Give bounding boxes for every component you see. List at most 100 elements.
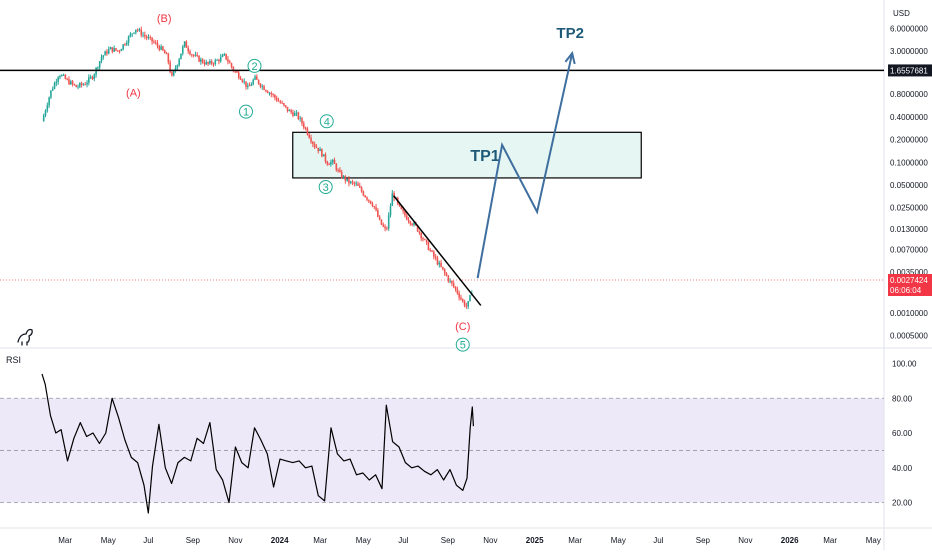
candle-body bbox=[295, 112, 298, 114]
candle-body bbox=[378, 216, 381, 220]
candle-body bbox=[315, 146, 318, 148]
candle-body bbox=[93, 74, 96, 79]
candle-body bbox=[66, 78, 68, 80]
candle-body bbox=[237, 72, 240, 78]
candle-body bbox=[60, 75, 63, 77]
wave-label-impulse: 3 bbox=[323, 182, 329, 194]
time-tick-label: Nov bbox=[228, 536, 242, 545]
currency-label: USD bbox=[893, 9, 910, 18]
time-tick-label: Nov bbox=[738, 536, 752, 545]
candle-body bbox=[248, 85, 251, 87]
candle-body bbox=[349, 181, 352, 184]
rsi-tick-label: 20.00 bbox=[892, 499, 913, 508]
candle-body bbox=[133, 32, 135, 34]
candle-body bbox=[451, 280, 453, 284]
candle-body bbox=[429, 250, 432, 251]
candle-body bbox=[286, 106, 289, 112]
candle-body bbox=[283, 103, 285, 106]
price-tick-label: 3.0000000 bbox=[890, 47, 928, 56]
candle-body bbox=[120, 49, 123, 52]
candle-body bbox=[449, 280, 451, 282]
candle-body bbox=[292, 112, 294, 116]
candle-body bbox=[348, 178, 350, 184]
candle-body bbox=[413, 222, 415, 225]
rsi-tick-label: 60.00 bbox=[892, 429, 913, 438]
candle-body bbox=[335, 163, 338, 171]
time-tick-label: Nov bbox=[483, 536, 497, 545]
wave-circle bbox=[319, 114, 334, 129]
candle-body bbox=[236, 71, 238, 73]
candle-body bbox=[425, 239, 428, 243]
candle-body bbox=[185, 41, 188, 48]
candle-body bbox=[373, 206, 376, 208]
time-tick-label: May bbox=[101, 536, 116, 545]
candle-body bbox=[131, 33, 134, 35]
candle-body bbox=[328, 164, 330, 166]
wave-label-impulse: 5 bbox=[460, 340, 466, 352]
candle-body bbox=[189, 51, 191, 55]
candle-body bbox=[50, 90, 52, 98]
projection-arrowhead bbox=[564, 50, 576, 65]
wave-circle bbox=[455, 337, 470, 352]
rsi-tick-label: 40.00 bbox=[892, 464, 913, 473]
candle-body bbox=[88, 77, 90, 83]
candle-body bbox=[299, 118, 301, 119]
candle-body bbox=[135, 29, 137, 33]
candle-body bbox=[138, 29, 141, 31]
candle-body bbox=[196, 54, 199, 56]
candle-body bbox=[456, 288, 459, 294]
candle-body bbox=[106, 51, 108, 54]
price-tick-label: 0.0005000 bbox=[890, 332, 928, 341]
candle-body bbox=[209, 61, 211, 64]
candle-body bbox=[100, 57, 103, 62]
candle-body bbox=[254, 76, 256, 80]
candle-body bbox=[97, 67, 99, 69]
candle-body bbox=[111, 47, 114, 52]
candle-body bbox=[431, 250, 433, 252]
time-tick-label: May bbox=[866, 536, 881, 545]
candle-body bbox=[346, 178, 348, 181]
candle-body bbox=[174, 68, 177, 71]
candle-body bbox=[89, 76, 92, 78]
candle-body bbox=[178, 59, 180, 66]
time-tick-label: Jul bbox=[143, 536, 153, 545]
countdown-label: 06:06:04 bbox=[890, 286, 922, 295]
candle-body bbox=[463, 301, 466, 306]
wave-label-corrective: (B) bbox=[157, 13, 172, 25]
time-tick-label: Mar bbox=[313, 536, 327, 545]
candle-body bbox=[366, 197, 368, 200]
candle-body bbox=[124, 44, 126, 46]
candle-body bbox=[118, 50, 121, 52]
time-tick-label: Sep bbox=[186, 536, 201, 545]
candle-body bbox=[319, 149, 321, 152]
candle-body bbox=[153, 41, 155, 43]
candle-body bbox=[82, 84, 85, 86]
time-tick-label: Jul bbox=[398, 536, 408, 545]
candle-body bbox=[219, 56, 222, 62]
candle-body bbox=[317, 147, 320, 152]
candle-body bbox=[142, 34, 144, 36]
candle-body bbox=[259, 83, 262, 87]
candle-body bbox=[288, 110, 291, 112]
candle-body bbox=[454, 286, 457, 289]
candle-body bbox=[469, 295, 471, 302]
candle-body bbox=[95, 67, 97, 75]
candle-body bbox=[201, 59, 204, 63]
candle-body bbox=[180, 53, 182, 60]
candle-body bbox=[84, 84, 87, 86]
candle-body bbox=[69, 81, 72, 85]
current-price-box bbox=[888, 273, 932, 296]
price-tick-label: 0.0010000 bbox=[890, 309, 928, 318]
candle-body bbox=[79, 83, 81, 87]
price-tick-label: 0.0130000 bbox=[890, 225, 928, 234]
candle-body bbox=[207, 61, 209, 64]
candle-body bbox=[265, 89, 267, 92]
candle-body bbox=[433, 251, 435, 257]
candle-body bbox=[387, 215, 390, 229]
time-tick-label: 2025 bbox=[526, 536, 544, 545]
candle-body bbox=[122, 44, 124, 50]
candle-body bbox=[460, 297, 462, 300]
rsi-tick-label: 80.00 bbox=[892, 394, 913, 403]
wave-label-impulse: 1 bbox=[243, 107, 249, 119]
candle-body bbox=[461, 299, 464, 302]
